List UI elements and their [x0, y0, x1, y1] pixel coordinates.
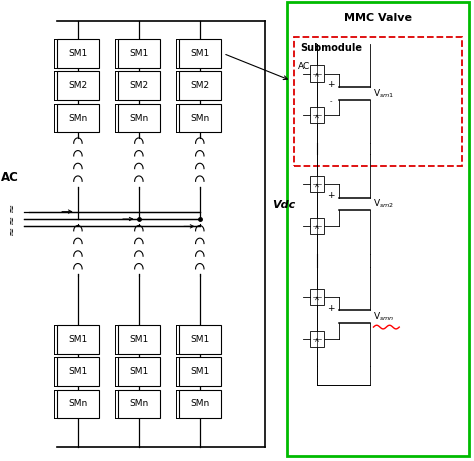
Bar [286, 2, 469, 456]
Bar [310, 176, 324, 192]
Text: V$_{sm1}$: V$_{sm1}$ [374, 87, 395, 100]
Bar [179, 357, 221, 386]
Text: SM1: SM1 [129, 367, 148, 376]
Text: SMn: SMn [129, 399, 148, 408]
Text: ≈: ≈ [6, 203, 17, 212]
Text: SM1: SM1 [190, 367, 210, 376]
Bar [118, 104, 160, 132]
Text: SMn: SMn [129, 113, 148, 123]
Text: SM1: SM1 [68, 367, 88, 376]
Text: SMn: SMn [190, 399, 210, 408]
Bar [57, 325, 99, 354]
Bar [179, 104, 221, 132]
Bar [57, 71, 99, 100]
Bar [118, 71, 160, 100]
Bar [179, 325, 221, 354]
Text: +: + [327, 80, 335, 89]
Text: +: + [327, 304, 335, 313]
Bar [310, 218, 324, 234]
Text: SM2: SM2 [190, 81, 210, 90]
Text: +: + [327, 191, 335, 200]
Bar [57, 357, 99, 386]
Text: SMn: SMn [68, 399, 88, 408]
Text: SM1: SM1 [68, 49, 88, 58]
Text: Submodule: Submodule [301, 43, 363, 53]
Text: SM1: SM1 [129, 49, 148, 58]
Text: Vdc: Vdc [273, 200, 296, 210]
Text: SM1: SM1 [190, 49, 210, 58]
Bar [118, 357, 160, 386]
Bar [310, 331, 324, 347]
Bar [57, 104, 99, 132]
Text: AC: AC [298, 62, 310, 71]
Bar [293, 37, 462, 166]
Text: SM2: SM2 [68, 81, 88, 90]
Text: SMn: SMn [190, 113, 210, 123]
Bar [310, 289, 324, 305]
Bar [310, 65, 324, 82]
Text: -: - [329, 98, 332, 104]
Bar [179, 71, 221, 100]
Text: V$_{sm2}$: V$_{sm2}$ [374, 198, 394, 210]
Text: SM1: SM1 [190, 335, 210, 344]
Text: V$_{smn}$: V$_{smn}$ [374, 311, 395, 323]
Bar [310, 107, 324, 123]
Bar [118, 325, 160, 354]
Text: ≈: ≈ [6, 226, 17, 235]
Text: SM1: SM1 [68, 335, 88, 344]
Bar [118, 390, 160, 418]
Bar [179, 390, 221, 418]
Bar [57, 390, 99, 418]
Text: SM1: SM1 [129, 335, 148, 344]
Bar [118, 39, 160, 68]
Text: SM2: SM2 [129, 81, 148, 90]
Text: SMn: SMn [68, 113, 88, 123]
Bar [179, 39, 221, 68]
Bar [57, 39, 99, 68]
Text: AC: AC [1, 171, 19, 184]
Text: MMC Valve: MMC Valve [344, 13, 412, 24]
Text: ≈: ≈ [6, 214, 17, 224]
